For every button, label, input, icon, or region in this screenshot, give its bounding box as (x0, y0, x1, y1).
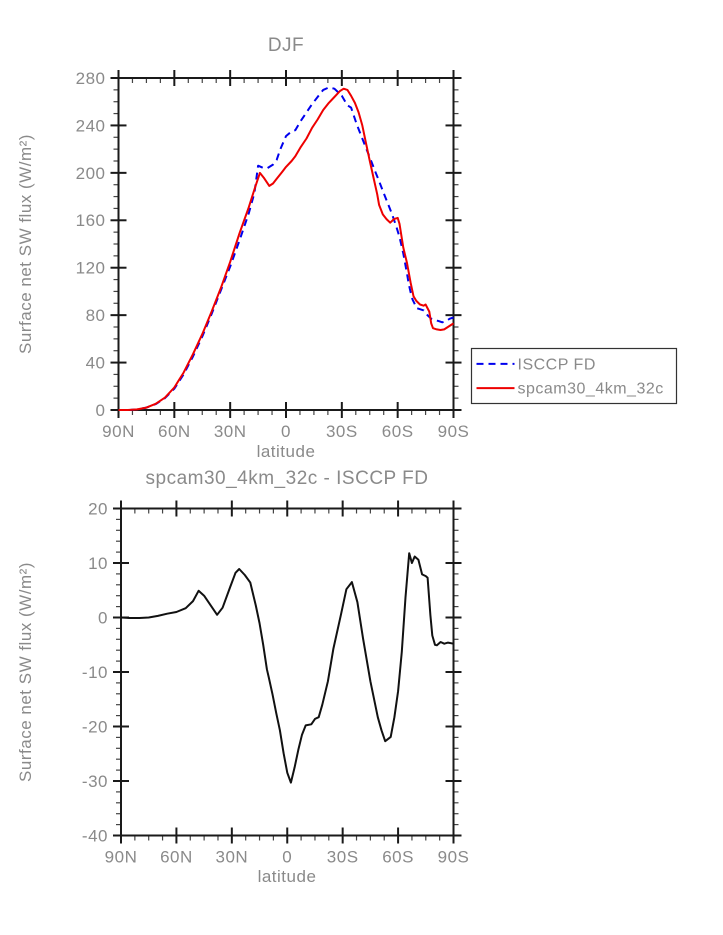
x-tick-label: 30S (326, 422, 358, 441)
major-ticks (113, 500, 462, 844)
x-tick-label: 90N (105, 848, 138, 867)
legend-label-isccp-fd: ISCCP FD (518, 357, 596, 374)
minor-ticks (116, 508, 459, 841)
x-tick-label: 60S (382, 848, 414, 867)
x-tick-label: 90S (438, 848, 470, 867)
x-tick-label: 90N (102, 422, 135, 441)
y-tick-label: -40 (82, 826, 108, 845)
chart-title: spcam30_4km_32c - ISCCP FD (146, 468, 429, 489)
x-tick-label: 60S (382, 422, 414, 441)
x-tick-label: 60N (158, 422, 191, 441)
x-tick-label: 0 (282, 848, 292, 867)
minor-ticks (113, 78, 459, 415)
plot-frame (117, 77, 455, 411)
y-tick-label: 280 (76, 69, 106, 88)
y-tick-label: 200 (76, 164, 106, 183)
djf-flux-chart: 0 40 80 120 160 200 240 280 90N 60N 30N 0 30S 60S 90S D… (16, 35, 678, 461)
y-tick-label: 0 (98, 608, 108, 627)
y-tick-label: 0 (96, 401, 106, 420)
x-tick-label: 60N (160, 848, 193, 867)
series-line-spcam30-4km-32c-minus-isccp-fd (120, 552, 454, 784)
y-tick-label: 10 (88, 554, 108, 573)
major-ticks (110, 70, 462, 418)
y-axis-label: Surface net SW flux (W/m²) (16, 134, 35, 354)
legend: ISCCP FD spcam30_4km_32c (470, 347, 678, 405)
x-axis-label: latitude (257, 442, 316, 461)
x-tick-label: 90S (438, 422, 470, 441)
y-tick-label: 240 (76, 116, 106, 135)
y-tick-label: 20 (88, 499, 108, 518)
series-line-spcam30-4km-32c (118, 87, 455, 411)
legend-box (470, 347, 678, 405)
x-tick-label: 30S (327, 848, 359, 867)
y-tick-label: 120 (76, 259, 106, 278)
x-tick-label: 30N (214, 422, 247, 441)
chart-title: DJF (268, 35, 304, 56)
legend-label-spcam30-4km-32c: spcam30_4km_32c (518, 381, 664, 398)
plot-frame (120, 507, 455, 837)
x-tick-label: 30N (215, 848, 248, 867)
y-tick-label: -20 (82, 717, 108, 736)
y-tick-label: -10 (82, 663, 108, 682)
y-tick-label: 160 (76, 211, 106, 230)
x-tick-label: 0 (281, 422, 291, 441)
y-tick-label: 80 (86, 306, 106, 325)
difference-chart: -40 -30 -20 -10 0 10 20 90N 60N 30N 0 30S 60S 90S spca… (16, 468, 469, 886)
y-tick-label: -30 (82, 772, 108, 791)
y-tick-label: 40 (86, 354, 106, 373)
x-axis-label: latitude (258, 867, 317, 886)
y-axis-label: Surface net SW flux (W/m²) (16, 562, 35, 782)
